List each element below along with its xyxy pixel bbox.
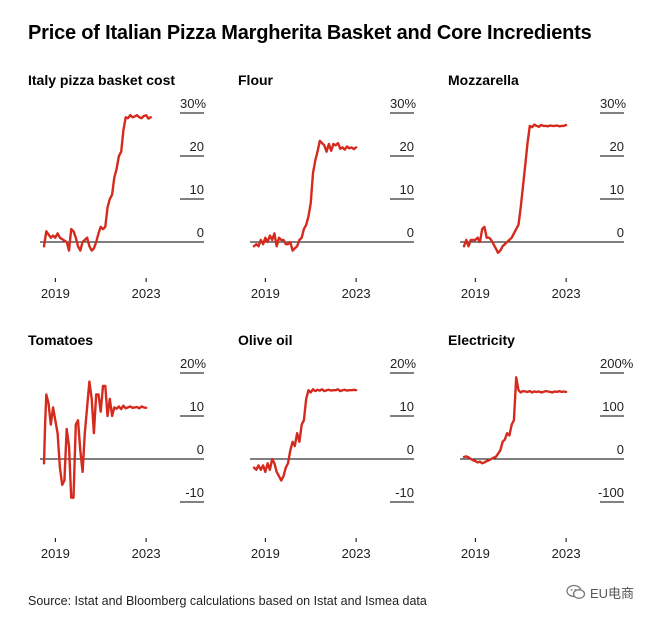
x-tick-label: 2019 xyxy=(41,546,70,561)
y-tick-label: 100 xyxy=(602,399,624,414)
y-tick-label: 30% xyxy=(390,96,416,111)
y-tick-label: 200% xyxy=(600,356,634,371)
x-tick-label: 2023 xyxy=(342,546,371,561)
x-tick-label: 2023 xyxy=(552,546,581,561)
x-tick-label: 2023 xyxy=(552,286,581,301)
y-tick-label: 30% xyxy=(180,96,206,111)
x-tick-label: 2019 xyxy=(41,286,70,301)
y-tick-label: 20 xyxy=(190,139,204,154)
panel-mozzarella: 30% 20 10 0 2019 2023 xyxy=(460,96,626,301)
panel-title-pizza-basket: Italy pizza basket cost xyxy=(28,72,176,88)
x-tick-label: 2019 xyxy=(251,286,280,301)
x-tick-label: 2019 xyxy=(461,546,490,561)
panel-title-electricity: Electricity xyxy=(448,332,515,348)
y-tick-label: 0 xyxy=(197,442,204,457)
panel-title-tomatoes: Tomatoes xyxy=(28,332,94,348)
y-tick-label: 0 xyxy=(407,225,414,240)
panel-pizza-basket: 30% 20 10 0 2019 2023 xyxy=(40,96,206,301)
panel-title-olive-oil: Olive oil xyxy=(238,332,293,348)
y-tick-label: 10 xyxy=(400,182,414,197)
y-tick-label: 10 xyxy=(400,399,414,414)
y-tick-label: 20 xyxy=(610,139,624,154)
panel-title-flour: Flour xyxy=(238,72,273,88)
y-tick-label: 20% xyxy=(390,356,416,371)
y-tick-label: -100 xyxy=(598,485,624,500)
series-line-pizza-basket xyxy=(42,113,152,252)
panel-tomatoes: 20% 10 0 -10 2019 2023 xyxy=(40,356,206,561)
series-line-flour xyxy=(252,139,358,252)
y-tick-label: 20% xyxy=(180,356,206,371)
panel-flour: 30% 20 10 0 2019 2023 xyxy=(250,96,416,301)
watermark: EU电商 xyxy=(566,582,634,602)
y-tick-label: 10 xyxy=(190,399,204,414)
y-tick-label: 0 xyxy=(407,442,414,457)
y-tick-label: 0 xyxy=(197,225,204,240)
series-line-mozzarella xyxy=(462,123,568,255)
x-tick-label: 2023 xyxy=(132,286,161,301)
series-line-electricity xyxy=(462,376,568,465)
y-tick-label: -10 xyxy=(185,485,204,500)
y-tick-label: 20 xyxy=(400,139,414,154)
x-tick-label: 2019 xyxy=(461,286,490,301)
panel-electricity: 200% 100 0 -100 2019 2023 xyxy=(460,356,634,561)
y-tick-label: 10 xyxy=(610,182,624,197)
y-tick-label: 30% xyxy=(600,96,626,111)
x-tick-label: 2023 xyxy=(342,286,371,301)
wechat-icon xyxy=(566,584,586,599)
x-tick-label: 2023 xyxy=(132,546,161,561)
y-tick-label: 0 xyxy=(617,442,624,457)
panel-title-mozzarella: Mozzarella xyxy=(448,72,519,88)
panel-olive-oil: 20% 10 0 -10 2019 2023 xyxy=(250,356,416,561)
source-note: Source: Istat and Bloomberg calculations… xyxy=(28,594,427,608)
series-line-tomatoes xyxy=(42,380,148,499)
y-tick-label: 0 xyxy=(617,225,624,240)
watermark-text: EU电商 xyxy=(590,585,635,601)
y-tick-label: 10 xyxy=(190,182,204,197)
series-line-olive-oil xyxy=(252,388,358,482)
y-tick-label: -10 xyxy=(395,485,414,500)
x-tick-label: 2019 xyxy=(251,546,280,561)
chart-title: Price of Italian Pizza Margherita Basket… xyxy=(28,22,592,44)
